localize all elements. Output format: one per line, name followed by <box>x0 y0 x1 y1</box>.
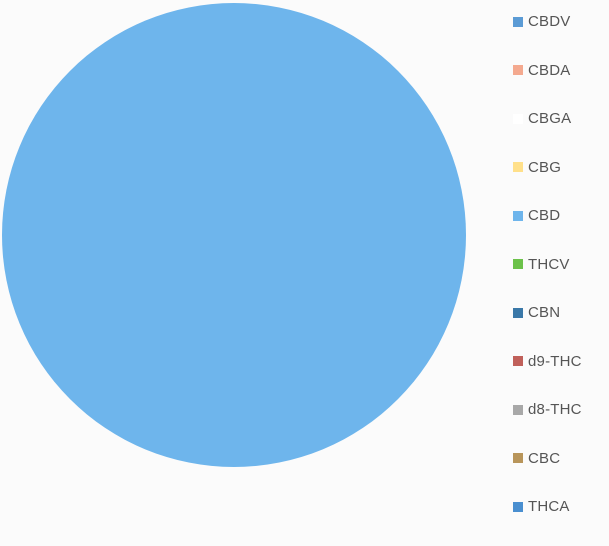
legend-swatch-d9-thc <box>513 356 523 366</box>
legend-swatch-cbg <box>513 162 523 172</box>
legend-item-cbd: CBD <box>513 206 582 225</box>
legend-label-cbd: CBD <box>528 207 561 224</box>
legend-item-d9-thc: d9-THC <box>513 352 582 371</box>
legend-swatch-cbn <box>513 307 523 318</box>
legend-item-cbga: CBGA <box>513 109 582 128</box>
legend-swatch-d8-thc <box>513 404 523 415</box>
legend-label-cbga: CBGA <box>528 110 572 127</box>
legend-swatch-thcv <box>513 259 523 269</box>
legend-swatch-thca <box>513 501 523 512</box>
legend-swatch-cbd <box>513 210 523 221</box>
legend-label-thcv: THCV <box>528 255 570 273</box>
legend-label-cbdv: CBDV <box>528 13 571 30</box>
pie-slice-cbd <box>2 3 466 467</box>
legend-swatch-cbda <box>513 65 523 75</box>
legend-label-cbda: CBDA <box>528 61 571 79</box>
legend-item-thca: THCA <box>513 497 582 516</box>
legend-item-d8-thc: d8-THC <box>513 400 582 419</box>
legend-swatch-cbc <box>513 453 523 463</box>
legend-label-d8-thc: d8-THC <box>528 401 582 418</box>
legend-label-cbg: CBG <box>528 158 562 176</box>
pie-chart <box>2 3 466 467</box>
legend-item-cbn: CBN <box>513 303 582 322</box>
legend-label-d9-thc: d9-THC <box>528 352 582 370</box>
legend-swatch-cbga <box>513 113 523 124</box>
legend-label-cbc: CBC <box>528 449 561 467</box>
legend-label-thca: THCA <box>528 498 570 515</box>
legend-item-cbc: CBC <box>513 449 582 468</box>
legend-label-cbn: CBN <box>528 304 561 321</box>
legend-item-cbdv: CBDV <box>513 12 582 31</box>
legend-item-cbg: CBG <box>513 158 582 177</box>
chart-legend: CBDV CBDA CBGA CBG CBD THCV CBN d9-THC d8-THC CBC… <box>513 12 582 546</box>
legend-swatch-cbdv <box>513 16 523 27</box>
legend-item-cbda: CBDA <box>513 61 582 80</box>
pie-svg <box>2 3 466 467</box>
legend-item-thcv: THCV <box>513 255 582 274</box>
